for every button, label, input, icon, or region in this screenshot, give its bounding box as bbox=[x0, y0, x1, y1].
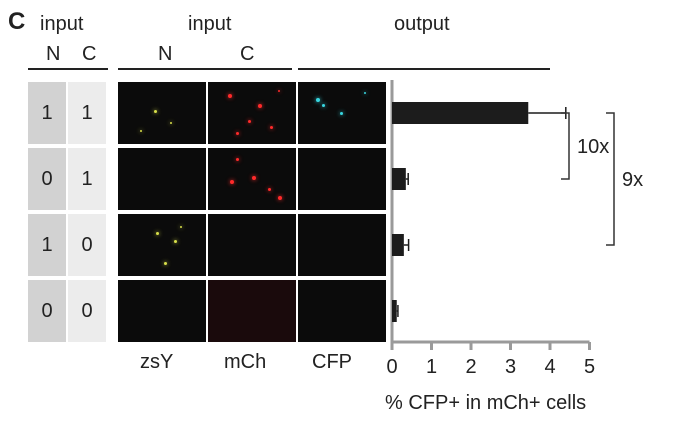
microscopy-panel-zsy bbox=[118, 148, 206, 210]
truth-table-cell: 0 bbox=[28, 148, 66, 210]
fluorescence-spot bbox=[236, 132, 239, 135]
fluorescence-spot bbox=[316, 98, 320, 102]
truth-table-cell: 1 bbox=[28, 214, 66, 276]
fold-change-bracket bbox=[561, 112, 570, 180]
x-tick-label: 3 bbox=[505, 356, 516, 378]
fluorescence-spot bbox=[278, 196, 282, 200]
fold-change-label: 9x bbox=[622, 169, 643, 191]
fluorescence-spot bbox=[156, 232, 159, 235]
microscopy-panel-cfp bbox=[298, 148, 386, 210]
microscopy-panel-cfp bbox=[298, 280, 386, 342]
fluorescence-spot bbox=[230, 180, 234, 184]
images-col-c: C bbox=[240, 43, 255, 65]
fold-change-bracket bbox=[606, 112, 615, 246]
microscopy-panel-mch bbox=[208, 148, 296, 210]
fluorescence-spot bbox=[268, 188, 271, 191]
images-output-underline bbox=[298, 68, 550, 70]
x-tick-label: 2 bbox=[465, 356, 476, 378]
microscopy-panel-mch bbox=[208, 214, 296, 276]
fluorescence-spot bbox=[174, 240, 177, 243]
images-input-header: input bbox=[188, 13, 232, 35]
microscopy-panel-zsy bbox=[118, 280, 206, 342]
fluorescence-spot bbox=[164, 262, 167, 265]
bar bbox=[392, 234, 404, 256]
images-output-header: output bbox=[394, 13, 450, 35]
images-input-underline bbox=[118, 68, 292, 70]
truth-table-underline bbox=[28, 68, 108, 70]
fluorescence-spot bbox=[340, 112, 343, 115]
fluorescence-spot bbox=[278, 90, 280, 92]
truth-table-col-c: C bbox=[82, 43, 97, 65]
channel-label-cfp: CFP bbox=[312, 351, 352, 373]
microscopy-panel-mch bbox=[208, 280, 296, 342]
images-col-n: N bbox=[158, 43, 173, 65]
microscopy-panel-cfp bbox=[298, 82, 386, 144]
truth-table-col-n: N bbox=[46, 43, 61, 65]
bar bbox=[392, 300, 397, 322]
x-tick-label: 0 bbox=[386, 356, 397, 378]
x-axis-label: % CFP+ in mCh+ cells bbox=[385, 392, 586, 414]
fluorescence-spot bbox=[252, 176, 256, 180]
x-tick-label: 1 bbox=[426, 356, 437, 378]
bar-chart: 0 1 2 3 4 5 % CFP+ in mCh+ cells 10x 9x bbox=[385, 80, 643, 414]
fluorescence-spot bbox=[140, 130, 142, 132]
truth-table-cell: 1 bbox=[68, 148, 106, 210]
fluorescence-spot bbox=[248, 120, 251, 123]
panel-letter: C bbox=[8, 8, 26, 35]
fluorescence-spot bbox=[154, 110, 157, 113]
bar bbox=[392, 168, 406, 190]
fluorescence-spot bbox=[228, 94, 232, 98]
fluorescence-spot bbox=[322, 104, 325, 107]
truth-table-cell: 0 bbox=[68, 214, 106, 276]
channel-label-mch: mCh bbox=[224, 351, 267, 373]
fluorescence-spot bbox=[170, 122, 172, 124]
microscopy-panel-zsy bbox=[118, 82, 206, 144]
truth-table-header: input bbox=[40, 13, 84, 35]
channel-label-zsy: zsY bbox=[140, 351, 174, 373]
x-tick-label: 4 bbox=[544, 356, 555, 378]
fluorescence-spot bbox=[258, 104, 262, 108]
microscopy-panel-zsy bbox=[118, 214, 206, 276]
truth-table-cell: 1 bbox=[68, 82, 106, 144]
fluorescence-spot bbox=[364, 92, 366, 94]
fluorescence-spot bbox=[236, 158, 239, 161]
fluorescence-spot bbox=[270, 126, 273, 129]
truth-table-cell: 0 bbox=[28, 280, 66, 342]
truth-table-cell: 1 bbox=[28, 82, 66, 144]
microscopy-panel-cfp bbox=[298, 214, 386, 276]
truth-table-cell: 0 bbox=[68, 280, 106, 342]
fold-change-label: 10x bbox=[577, 136, 609, 158]
bar bbox=[392, 102, 529, 124]
x-tick-label: 5 bbox=[584, 356, 595, 378]
microscopy-panel-mch bbox=[208, 82, 296, 144]
fluorescence-spot bbox=[180, 226, 182, 228]
